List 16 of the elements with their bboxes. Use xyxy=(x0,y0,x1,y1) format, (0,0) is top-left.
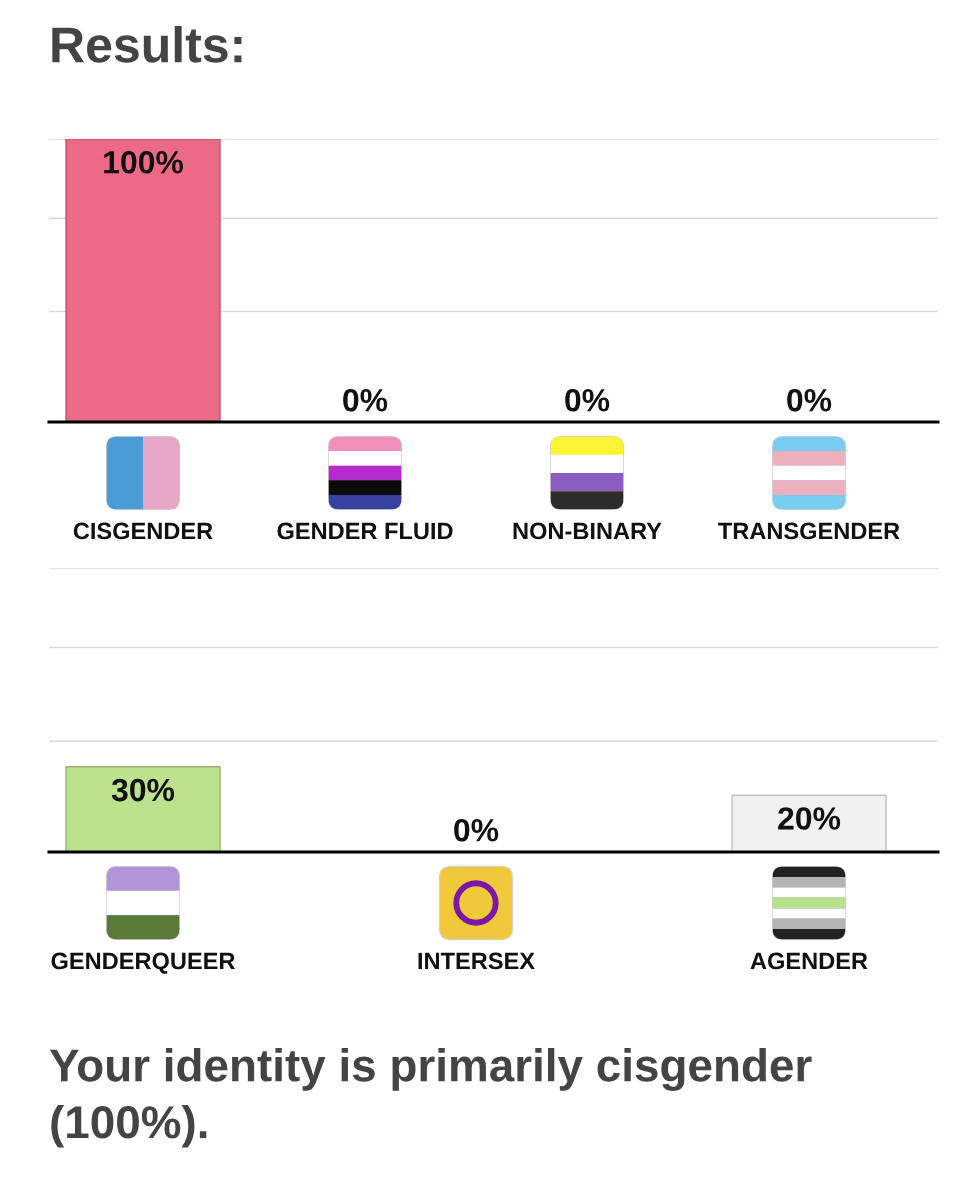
data-label: 0% xyxy=(454,818,499,842)
x-tick-label: GENDER FLUID xyxy=(277,522,453,540)
x-tick-label: NON-BINARY xyxy=(513,522,662,540)
text: Your identity is primarily cisgender (100%). xyxy=(49,1048,812,1148)
data-label: 100% xyxy=(104,150,184,174)
data-label: 0% xyxy=(343,388,388,412)
data-label: 30% xyxy=(111,778,175,802)
x-tick-label: INTERSEX xyxy=(418,952,535,970)
data-label: 0% xyxy=(787,388,832,412)
x-tick-label: TRANSGENDER xyxy=(718,522,900,540)
data-label: 20% xyxy=(778,807,841,830)
x-tick-label: CISGENDER xyxy=(73,522,213,540)
data-label: 0% xyxy=(565,388,610,412)
chart-title: Results: xyxy=(52,26,242,63)
x-tick-label: AGENDER xyxy=(750,952,868,970)
x-tick-label: GENDERQUEER xyxy=(51,952,235,974)
